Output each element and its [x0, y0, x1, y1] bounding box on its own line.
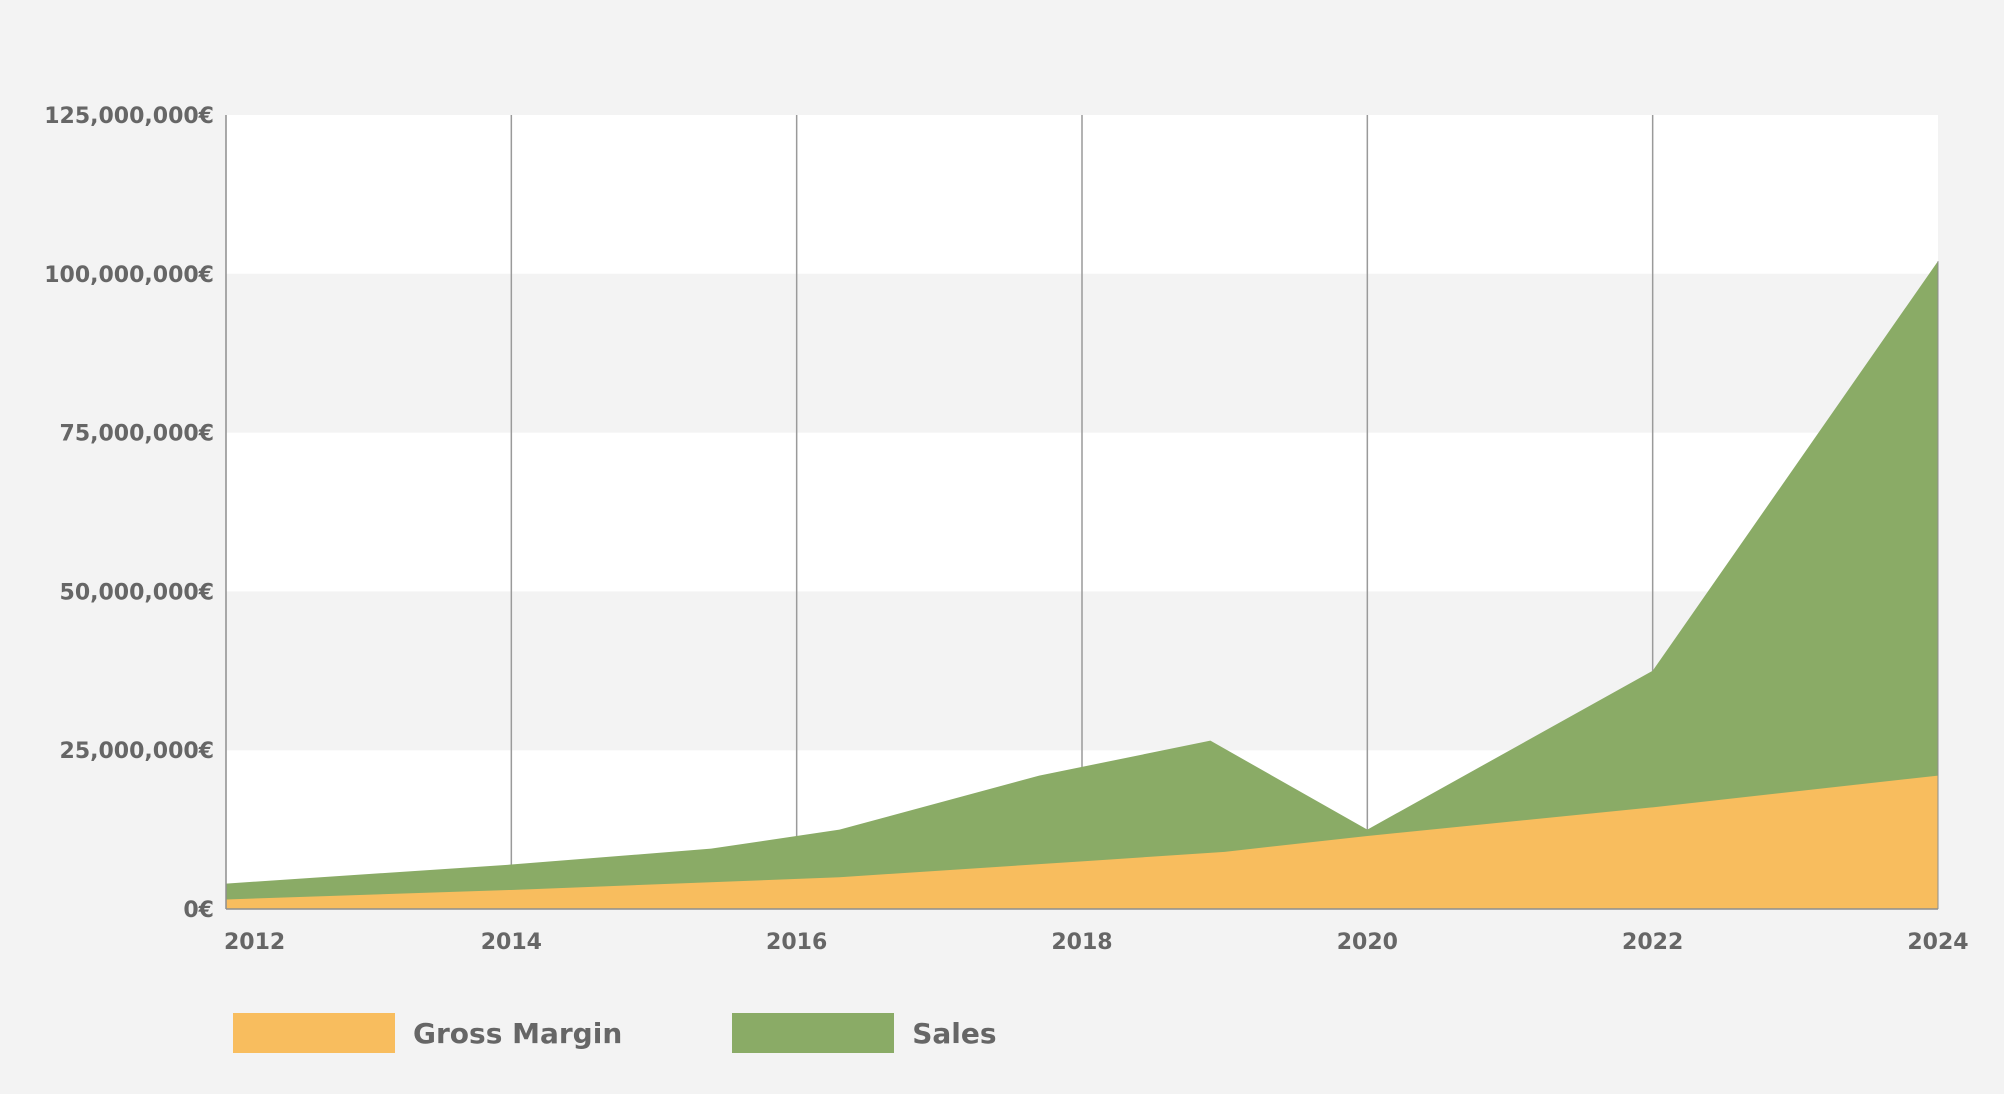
legend-label-sales: Sales: [912, 1016, 997, 1050]
x-tick-label: 2020: [1337, 930, 1398, 955]
x-tick-label: 2024: [1907, 930, 1968, 955]
axes: [225, 115, 1939, 910]
legend: Gross Margin Sales: [233, 1013, 1107, 1053]
y-tick-label: 75,000,000€: [60, 422, 214, 447]
legend-label-gross-margin: Gross Margin: [413, 1016, 623, 1050]
x-tick-label: 2022: [1622, 930, 1683, 955]
legend-item-gross-margin: Gross Margin: [233, 1013, 622, 1053]
x-axis-tick-labels: 2012 2014 2016 2018 2020 2022 2024: [224, 930, 1969, 955]
y-tick-label: 0€: [183, 898, 214, 923]
y-tick-label: 50,000,000€: [60, 580, 214, 605]
y-tick-label: 125,000,000€: [44, 104, 214, 129]
x-tick-label: 2014: [481, 930, 542, 955]
legend-swatch-sales: [732, 1013, 895, 1053]
x-tick-label: 2018: [1051, 930, 1112, 955]
x-tick-label: 2012: [224, 930, 285, 955]
legend-swatch-gross-margin: [233, 1013, 395, 1053]
x-tick-label: 2016: [766, 930, 827, 955]
legend-item-sales: Sales: [732, 1013, 997, 1053]
y-tick-label: 25,000,000€: [60, 739, 214, 764]
area-series-group: [226, 261, 1938, 909]
y-tick-label: 100,000,000€: [44, 263, 214, 288]
area-series-gross-margin: [226, 775, 1938, 909]
y-axis-tick-labels: 0€ 25,000,000€ 50,000,000€ 75,000,000€ 100,0…: [44, 104, 214, 923]
